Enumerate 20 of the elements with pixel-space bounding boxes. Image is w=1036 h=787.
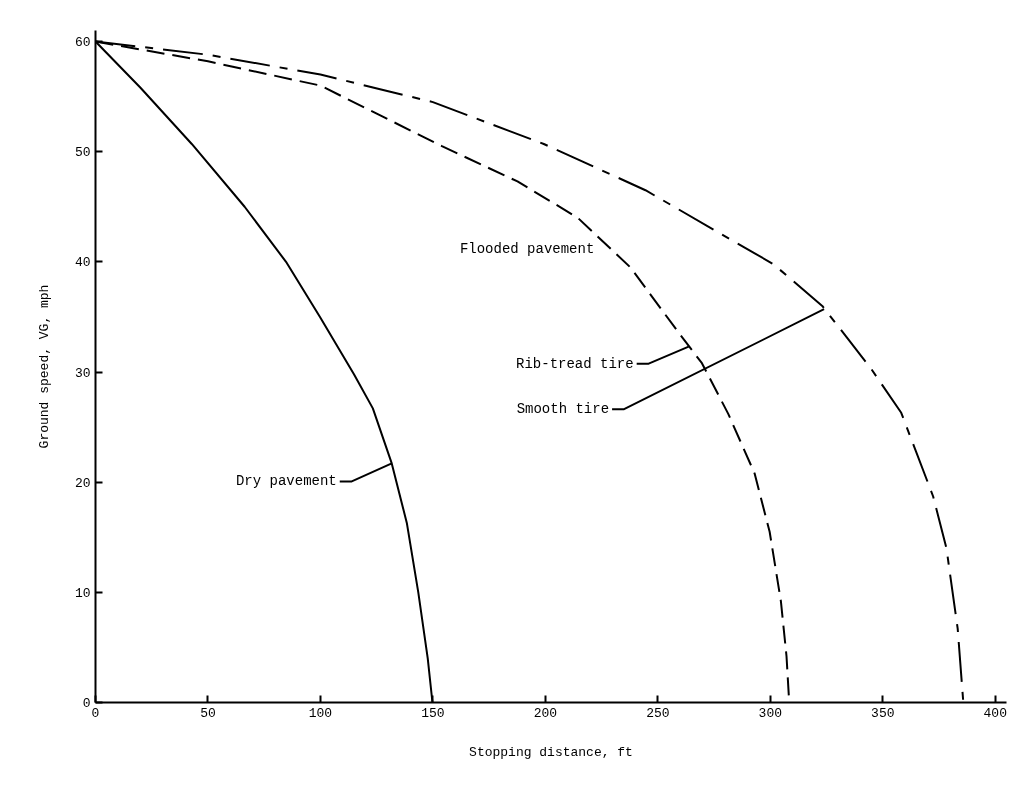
annotation: Dry pavement (235, 473, 337, 490)
annotation: Rib-tread tire (516, 355, 634, 372)
x-tick-label: 400 (983, 705, 1007, 721)
x-tick-label: 150 (421, 705, 445, 721)
x-tick-label: 250 (646, 705, 670, 721)
y-tick-label: 10 (74, 585, 91, 601)
annotation: Flooded pavement (459, 240, 595, 257)
x-tick-label: 100 (308, 705, 333, 721)
x-tick-label: 50 (200, 705, 216, 721)
y-tick-label: 40 (74, 255, 91, 271)
annotation: Smooth tire (516, 401, 610, 418)
x-axis-title: Stopping distance, ft (469, 744, 633, 760)
x-tick-label: 300 (758, 705, 783, 721)
y-axis-title: Ground speed, VG, mph (36, 284, 52, 449)
y-tick-label: 60 (74, 35, 91, 51)
y-tick-label: 30 (74, 365, 91, 381)
x-tick-label: 350 (871, 705, 895, 721)
x-tick-label: 200 (533, 705, 558, 721)
y-tick-label: 20 (74, 475, 91, 491)
y-tick-label: 50 (74, 145, 91, 161)
